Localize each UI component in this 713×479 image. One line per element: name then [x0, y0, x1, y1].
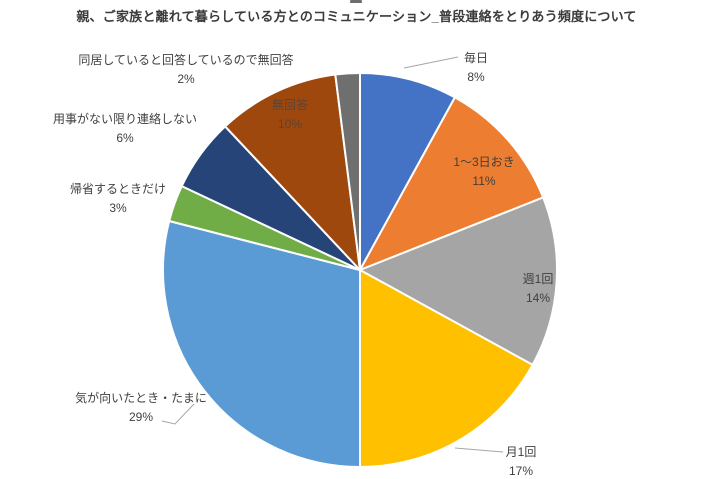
slice-pct-text: 6%: [116, 131, 134, 145]
pie-slice-no-answer-living-together: [334, 71, 361, 271]
slice-label-text: 気が向いたとき・たまに: [75, 391, 207, 405]
leader-line-every-day: [403, 56, 459, 69]
slice-label-text: 毎日: [463, 51, 488, 65]
leader-line-once-a-month: [454, 447, 504, 453]
cropped-text-fragment: [350, 0, 362, 3]
slice-label-text: 無回答: [271, 98, 308, 112]
leader-line-occasionally: [161, 403, 195, 425]
pie-slice-occasionally: [162, 220, 361, 468]
slice-label-text: 帰省するときだけ: [69, 182, 166, 196]
slice-pct-text: 17%: [508, 464, 534, 478]
slice-pct-text: 8%: [467, 70, 485, 84]
chart-title: 親、ご家族と離れて暮らしている方とのコミュニケーション_普段連絡をとりあう頻度に…: [76, 9, 637, 24]
slice-label-only-when-visiting-home: 帰省するときだけ 3%: [28, 180, 208, 218]
pie-slices: [162, 71, 558, 468]
pie-slice-no-answer: [224, 73, 361, 271]
slice-label-no-answer: 無回答 10%: [240, 96, 340, 134]
pie-slice-once-a-month: [359, 269, 534, 468]
slice-pct-text: 10%: [277, 117, 303, 131]
slice-pct-text: 2%: [177, 72, 195, 86]
slice-label-occasionally: 気が向いたとき・たまに 29%: [21, 389, 261, 427]
slice-label-no-answer-living-together: 同居していると回答しているので無回答 2%: [56, 51, 316, 89]
slice-pct-text: 3%: [109, 201, 127, 215]
slice-label-once-a-month: 月1回 17%: [471, 443, 571, 479]
pie-slice-every-1-3-days: [359, 96, 545, 271]
pie-slice-once-a-week: [359, 196, 558, 366]
slice-label-every-day: 毎日 8%: [426, 49, 526, 87]
slice-pct-text: 29%: [128, 410, 154, 424]
slice-label-text: 1〜3日おき: [453, 155, 515, 169]
slice-label-text: 用事がない限り連絡しない: [52, 112, 197, 126]
slice-pct-text: 11%: [472, 174, 496, 188]
pie-slice-every-day: [359, 72, 456, 271]
slice-label-once-a-week: 週1回 14%: [488, 270, 588, 308]
slice-label-text: 月1回: [505, 445, 537, 459]
slice-pct-text: 14%: [525, 291, 551, 305]
slice-label-text: 週1回: [522, 272, 554, 286]
slice-label-text: 同居していると回答しているので無回答: [78, 53, 294, 67]
slice-label-only-when-necessary: 用事がない限り連絡しない 6%: [15, 110, 235, 148]
slice-label-every-1-3-days: 1〜3日おき 11%: [414, 153, 554, 191]
leader-lines: [161, 56, 504, 453]
